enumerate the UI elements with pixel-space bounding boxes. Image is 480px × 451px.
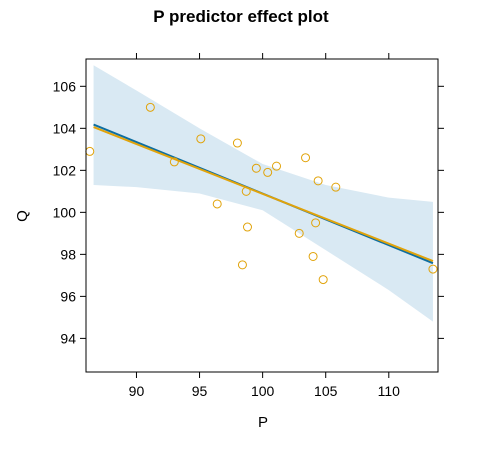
data-point [241, 186, 251, 196]
data-point [308, 251, 318, 261]
data-point [237, 260, 247, 270]
data-points-layer [85, 102, 438, 285]
data-point [331, 182, 341, 192]
data-point [272, 161, 282, 171]
x-tick-label: 95 [192, 383, 208, 399]
data-point [242, 222, 252, 232]
smooth-line [93, 126, 434, 263]
y-tick-label: 98 [60, 246, 76, 262]
y-tick-label: 96 [60, 288, 76, 304]
y-tick-label: 104 [53, 120, 77, 136]
data-point [251, 163, 261, 173]
x-axis-label: P [258, 414, 268, 431]
data-point [263, 167, 273, 177]
y-axis-label: Q [14, 210, 31, 222]
x-tick-label: 90 [129, 383, 145, 399]
data-point [311, 218, 321, 228]
data-point [232, 138, 242, 148]
x-tick-label: 100 [251, 383, 275, 399]
data-point [169, 157, 179, 167]
data-point [85, 146, 95, 156]
x-tick-label: 110 [378, 383, 401, 399]
data-point [212, 199, 222, 209]
y-tick-label: 100 [53, 204, 77, 220]
chart-title: P predictor effect plot [153, 7, 329, 26]
data-point [313, 176, 323, 186]
data-point [428, 264, 438, 274]
axis-ticks-layer: 90 95 100 105 110 94 96 98 100 102 104 106 [53, 53, 444, 399]
data-point [318, 275, 328, 285]
y-tick-label: 94 [60, 330, 76, 346]
data-point [294, 228, 304, 238]
data-point [145, 102, 155, 112]
y-tick-label: 102 [53, 162, 77, 178]
fit-lines-layer [93, 123, 434, 265]
y-tick-label: 106 [53, 78, 77, 94]
data-point [196, 134, 206, 144]
data-point [301, 153, 311, 163]
plot-frame [85, 58, 439, 373]
x-tick-label: 105 [314, 383, 338, 399]
